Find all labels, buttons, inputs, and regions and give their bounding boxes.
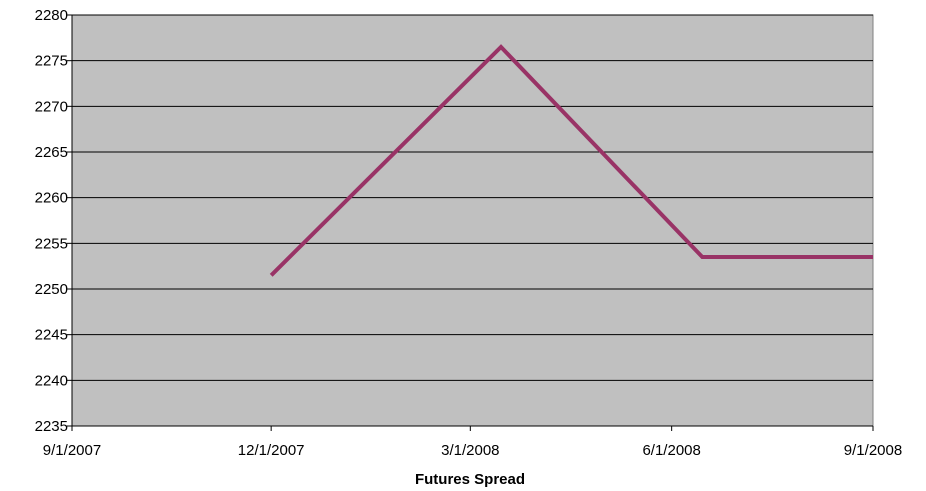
y-tick-label: 2240 [35,372,68,389]
y-tick-label: 2265 [35,144,68,161]
y-tick-label: 2275 [35,53,68,70]
y-tick-label: 2235 [35,418,68,435]
y-tick-label: 2255 [35,235,68,252]
x-axis-ticks: 9/1/2007 12/1/2007 3/1/2008 6/1/2008 9/1/200… [43,426,902,459]
series-group [269,44,873,277]
y-tick-label: 2250 [35,281,68,298]
x-axis-title: Futures Spread [415,471,525,488]
y-tick-label: 2245 [35,327,68,344]
series-line [269,44,873,277]
x-tick-label: 9/1/2008 [844,442,902,459]
y-tick-label: 2280 [35,7,68,24]
x-tick-label: 6/1/2008 [642,442,700,459]
x-tick-label: 3/1/2008 [441,442,499,459]
x-tick-label: 9/1/2007 [43,442,101,459]
y-axis-ticks: 2235 2240 2245 2250 2255 2260 2265 2270 2275 2280 [35,7,72,435]
x-tick-label: 12/1/2007 [238,442,305,459]
plot-area [71,14,874,427]
y-tick-label: 2260 [35,190,68,207]
gridlines [72,14,873,381]
y-tick-label: 2270 [35,98,68,115]
